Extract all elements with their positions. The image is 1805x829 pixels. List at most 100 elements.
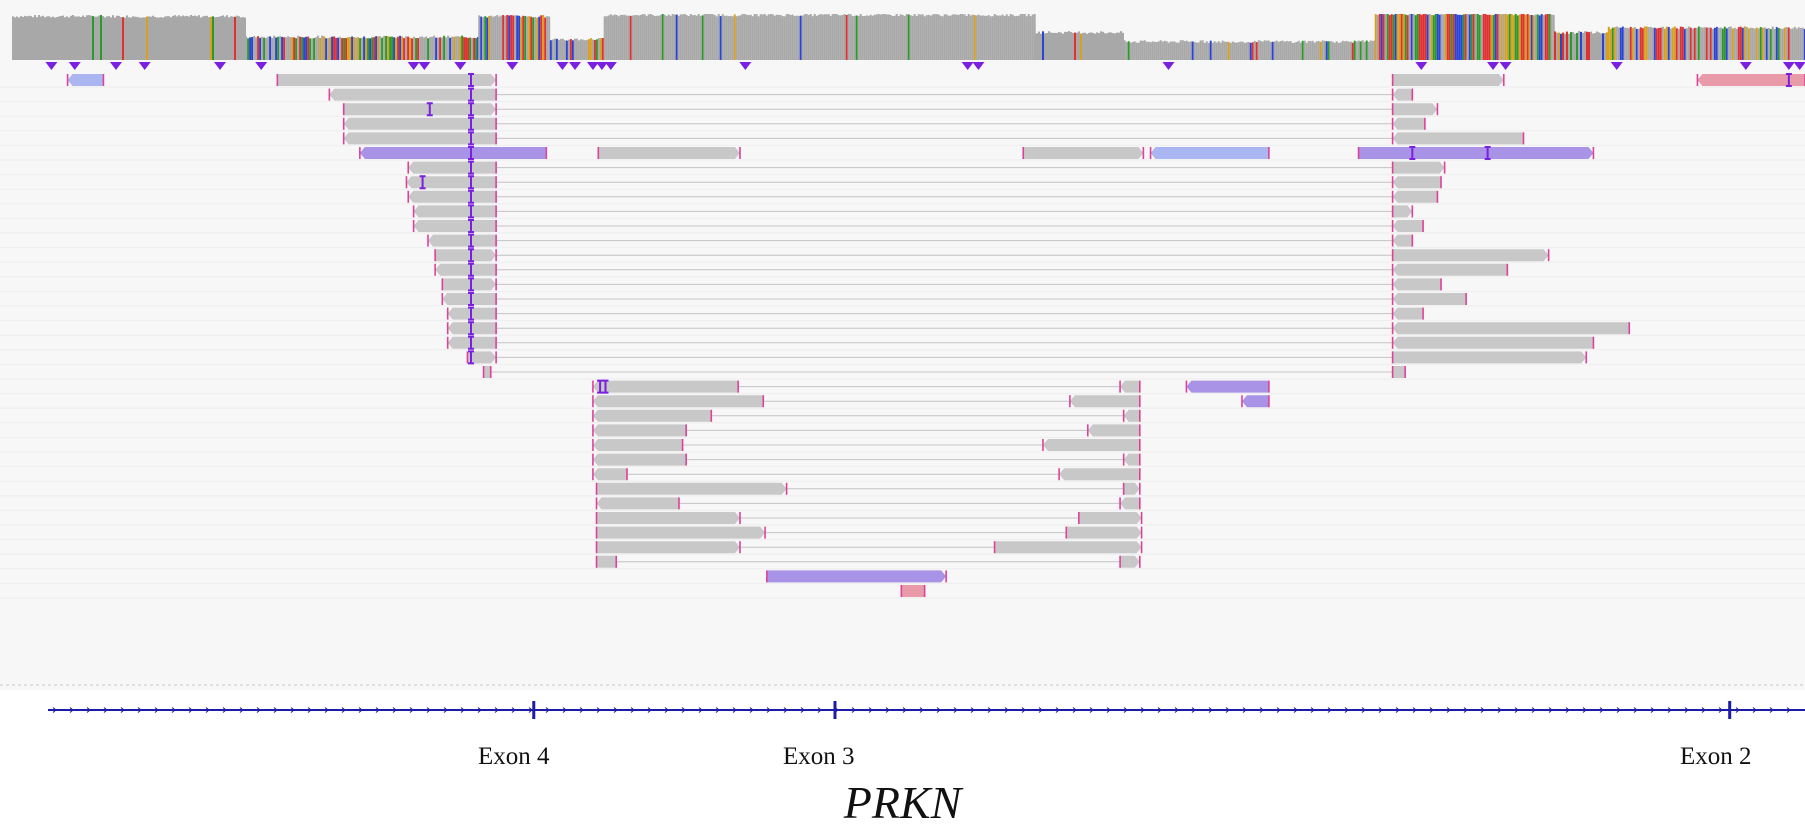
insertion-i-icon xyxy=(468,335,475,350)
strand-arrow-icon xyxy=(1684,707,1689,713)
coverage-bar xyxy=(597,38,600,60)
alignment-row xyxy=(0,306,1805,322)
coverage-bar xyxy=(1219,42,1222,60)
coverage-bar xyxy=(719,16,722,60)
gene-track[interactable] xyxy=(0,690,1805,730)
coverage-bar xyxy=(915,16,918,60)
coverage-bar xyxy=(1707,27,1710,60)
coverage-bar xyxy=(901,14,904,60)
coverage-bar xyxy=(160,17,162,60)
strand-arrow-icon xyxy=(613,707,618,713)
coverage-bar xyxy=(1189,41,1192,60)
coverage-bar xyxy=(1251,42,1254,60)
alignment-track[interactable] xyxy=(0,62,1805,687)
coverage-bar xyxy=(78,16,80,60)
coverage-bar xyxy=(699,15,702,60)
strand-arrow-icon xyxy=(596,707,601,713)
coverage-bar xyxy=(897,16,900,60)
strand-arrow-icon xyxy=(885,707,890,713)
coverage-bar xyxy=(158,17,160,60)
coverage-bar xyxy=(277,36,280,60)
alignment-row xyxy=(0,277,1805,292)
coverage-bar xyxy=(943,14,946,60)
coverage-bar xyxy=(520,17,523,60)
coverage-bar xyxy=(112,15,114,60)
alignment-row xyxy=(0,292,1805,307)
coverage-bar xyxy=(1647,27,1650,60)
coverage-bar xyxy=(635,15,638,60)
coverage-bar xyxy=(1570,32,1572,60)
coverage-bar xyxy=(249,37,252,60)
coverage-bar xyxy=(773,15,776,60)
coverage-bar xyxy=(1607,26,1610,60)
coverage-bar xyxy=(1526,14,1529,60)
strand-arrow-icon xyxy=(528,707,533,713)
coverage-bar xyxy=(261,36,264,60)
coverage-bar xyxy=(144,17,146,60)
coverage-track[interactable] xyxy=(12,10,1805,60)
coverage-bar xyxy=(1177,42,1180,60)
strand-arrow-icon xyxy=(1361,707,1366,713)
coverage-bar xyxy=(1590,31,1592,60)
coverage-bar xyxy=(504,15,507,60)
coverage-bar xyxy=(845,15,848,60)
coverage-bar xyxy=(1279,41,1282,60)
strand-arrow-icon xyxy=(664,707,669,713)
coverage-bar xyxy=(1793,26,1796,60)
coverage-bar xyxy=(130,17,132,60)
coverage-bar xyxy=(347,37,350,60)
coverage-bar xyxy=(1245,42,1248,60)
coverage-bar xyxy=(1333,42,1336,60)
coverage-bar xyxy=(1633,27,1636,60)
coverage-bar xyxy=(1353,40,1356,60)
coverage-bar xyxy=(1777,28,1780,60)
coverage-bar xyxy=(1444,14,1447,60)
coverage-bar xyxy=(1092,32,1094,60)
coverage-bar xyxy=(687,16,690,60)
strand-arrow-icon xyxy=(341,707,346,713)
insertion-triangle-icon xyxy=(1162,62,1175,70)
coverage-bar xyxy=(1235,42,1238,60)
alignment-row xyxy=(0,116,1805,132)
exon-block xyxy=(532,701,536,719)
coverage-bar xyxy=(1357,40,1360,60)
read-bar xyxy=(1392,234,1413,247)
strand-arrow-icon xyxy=(1378,707,1383,713)
coverage-bar xyxy=(615,15,618,60)
coverage-bar xyxy=(1052,32,1054,60)
coverage-bar xyxy=(1072,32,1074,60)
coverage-bar xyxy=(64,17,66,60)
coverage-bar xyxy=(1271,41,1274,60)
coverage-bar xyxy=(849,14,852,60)
strand-arrow-icon xyxy=(69,707,74,713)
alignment-row xyxy=(0,570,1805,584)
coverage-bar xyxy=(1729,26,1732,60)
strand-arrow-icon xyxy=(1446,707,1451,713)
insertion-triangle-icon xyxy=(213,62,226,70)
coverage-bar xyxy=(1161,41,1164,60)
coverage-bar xyxy=(1629,26,1632,60)
coverage-bar xyxy=(269,36,272,60)
coverage-bar xyxy=(373,37,376,60)
coverage-bar xyxy=(349,37,352,60)
coverage-bar xyxy=(809,14,812,60)
coverage-bar xyxy=(1203,42,1206,60)
coverage-bar xyxy=(323,36,326,60)
coverage-bar xyxy=(1574,33,1576,60)
insertion-i-icon xyxy=(1409,146,1416,160)
coverage-bar xyxy=(701,15,704,60)
coverage-bar xyxy=(1259,40,1262,60)
coverage-bar xyxy=(619,14,622,60)
coverage-bar xyxy=(713,14,716,60)
coverage-bar xyxy=(727,16,730,60)
coverage-bar xyxy=(1408,14,1411,60)
coverage-bar xyxy=(498,16,501,60)
coverage-bar xyxy=(317,35,320,60)
coverage-bar xyxy=(1436,14,1439,60)
coverage-bar xyxy=(68,17,70,60)
strand-arrow-icon xyxy=(1769,707,1774,713)
coverage-bar xyxy=(403,38,406,60)
coverage-bar xyxy=(1470,14,1473,60)
coverage-bar xyxy=(1414,15,1417,60)
coverage-bar xyxy=(1365,40,1368,60)
